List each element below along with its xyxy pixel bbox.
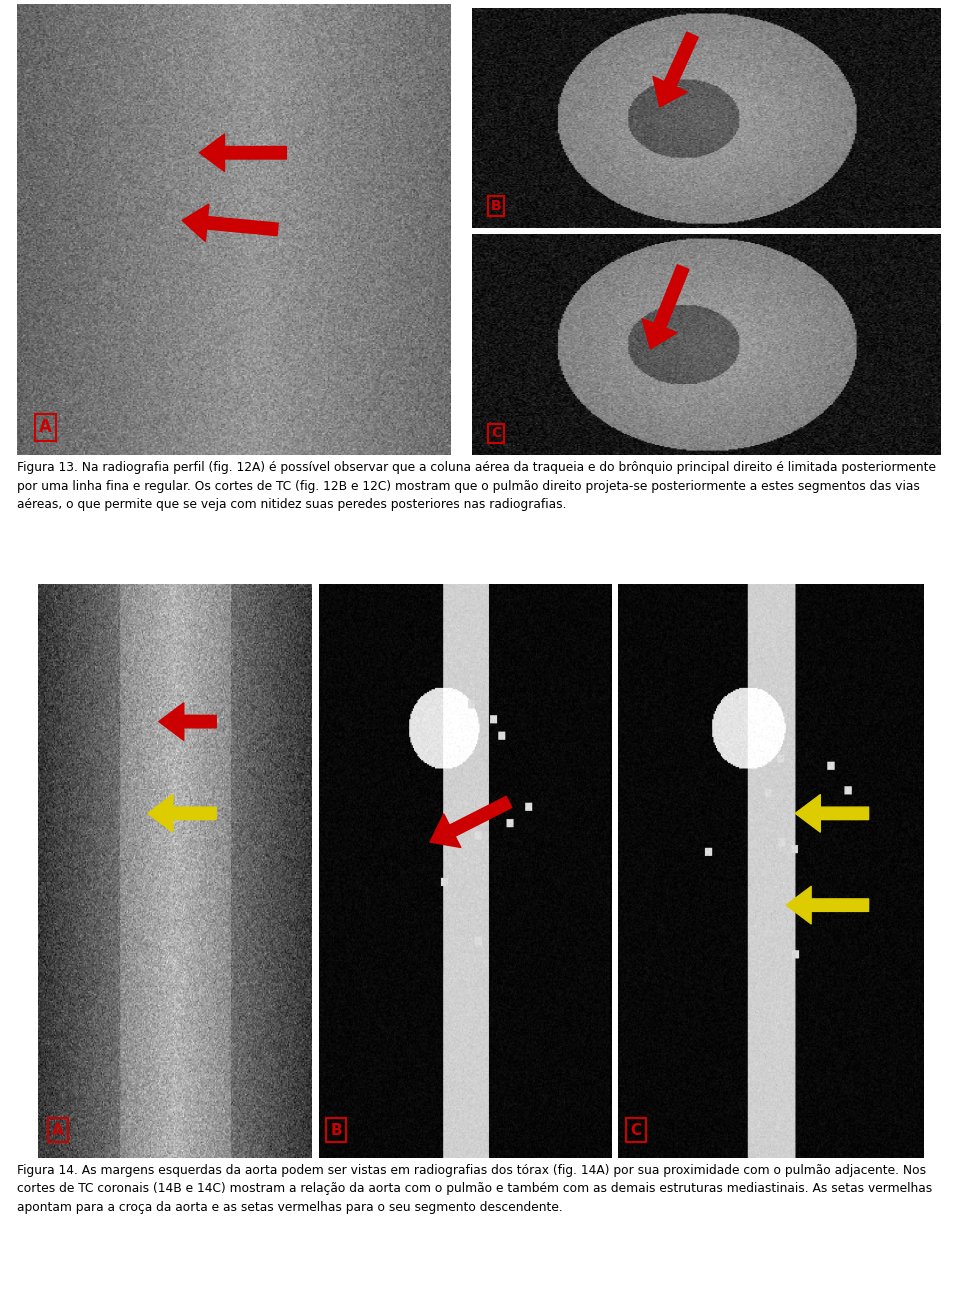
Text: C: C (631, 1123, 641, 1138)
Text: C: C (492, 427, 501, 441)
Text: B: B (330, 1123, 342, 1138)
Text: Figura 13. Na radiografia perfil (fig. 12A) é possível observar que a coluna aér: Figura 13. Na radiografia perfil (fig. 1… (17, 461, 936, 512)
Text: Figura 14. As margens esquerdas da aorta podem ser vistas em radiografias dos tó: Figura 14. As margens esquerdas da aorta… (17, 1164, 932, 1214)
Text: B: B (492, 199, 502, 213)
Text: A: A (52, 1123, 63, 1138)
Text: A: A (39, 419, 52, 437)
